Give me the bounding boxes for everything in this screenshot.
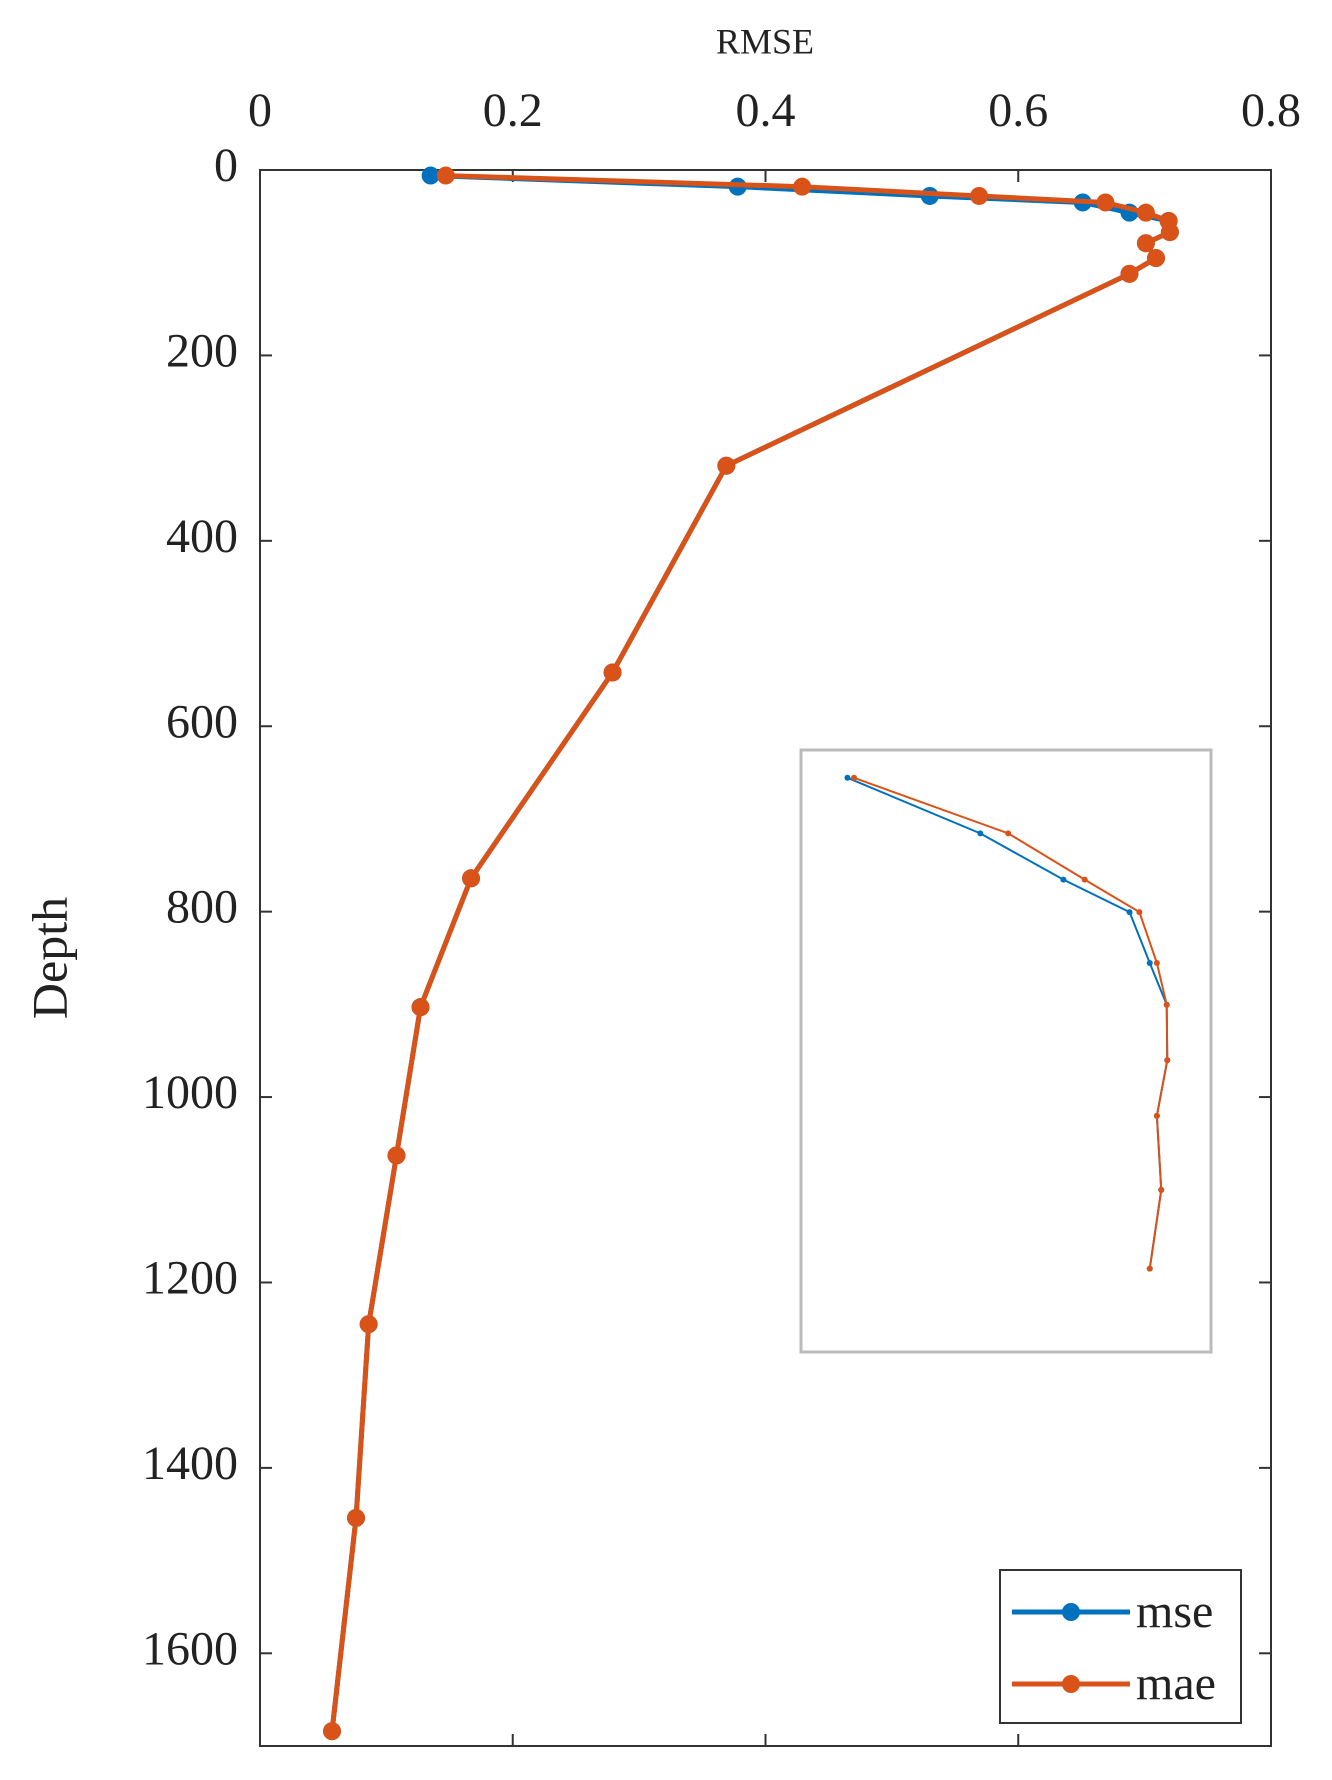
data-point [387, 1146, 406, 1165]
legend-marker [1062, 1603, 1080, 1621]
data-point [970, 186, 989, 205]
data-point [462, 869, 481, 888]
data-point [603, 663, 622, 682]
legend-label: mse [1136, 1585, 1213, 1638]
x-axis-label: RMSE [716, 21, 814, 61]
x-tick-label: 0.6 [988, 84, 1048, 137]
y-tick-label: 400 [166, 510, 238, 563]
data-point [1136, 203, 1155, 222]
data-point [411, 998, 430, 1017]
legend-box [999, 1569, 1242, 1724]
data-point [421, 166, 440, 185]
data-point [1005, 830, 1012, 837]
data-point [1146, 1265, 1153, 1272]
data-point [1096, 193, 1115, 212]
y-tick-label: 1200 [142, 1251, 238, 1304]
inset-frame [799, 748, 1213, 1354]
data-point [1158, 1186, 1165, 1193]
y-tick-label: 0 [214, 139, 238, 192]
x-tick-label: 0.2 [483, 84, 543, 137]
x-tick-label: 0 [248, 84, 272, 137]
data-point [1163, 1001, 1170, 1008]
data-point [844, 774, 851, 781]
data-point [323, 1722, 342, 1741]
data-point [717, 456, 736, 475]
y-tick-label: 600 [166, 695, 238, 748]
data-point [793, 177, 812, 196]
y-tick-label: 800 [166, 881, 238, 934]
data-point [1160, 223, 1179, 242]
data-point [1146, 960, 1153, 967]
data-point [1136, 234, 1155, 253]
legend-label: mae [1136, 1657, 1216, 1710]
series-line [853, 776, 1169, 1269]
data-point [1081, 876, 1088, 883]
data-point [1136, 909, 1143, 916]
data-point [1060, 876, 1067, 883]
data-point [1146, 249, 1165, 268]
y-axis-label: Depth [21, 897, 77, 1019]
y-tick-label: 200 [166, 324, 238, 377]
data-point [1126, 909, 1133, 916]
data-point [1164, 1057, 1171, 1064]
series-line [329, 173, 1173, 1732]
y-tick-label: 1400 [142, 1437, 238, 1490]
x-tick-label: 0.4 [736, 84, 796, 137]
data-point [977, 830, 984, 837]
y-tick-label: 1000 [142, 1066, 238, 1119]
data-point [436, 166, 455, 185]
legend-marker [1062, 1675, 1080, 1693]
data-point [1153, 960, 1160, 967]
y-tick-label: 1600 [142, 1622, 238, 1675]
data-point [1120, 264, 1139, 283]
data-point [851, 774, 858, 781]
data-point [347, 1508, 366, 1527]
legend: mse mae [999, 1569, 1242, 1724]
data-point [1153, 1112, 1160, 1119]
data-point [359, 1315, 378, 1334]
x-tick-label: 0.8 [1241, 84, 1301, 137]
